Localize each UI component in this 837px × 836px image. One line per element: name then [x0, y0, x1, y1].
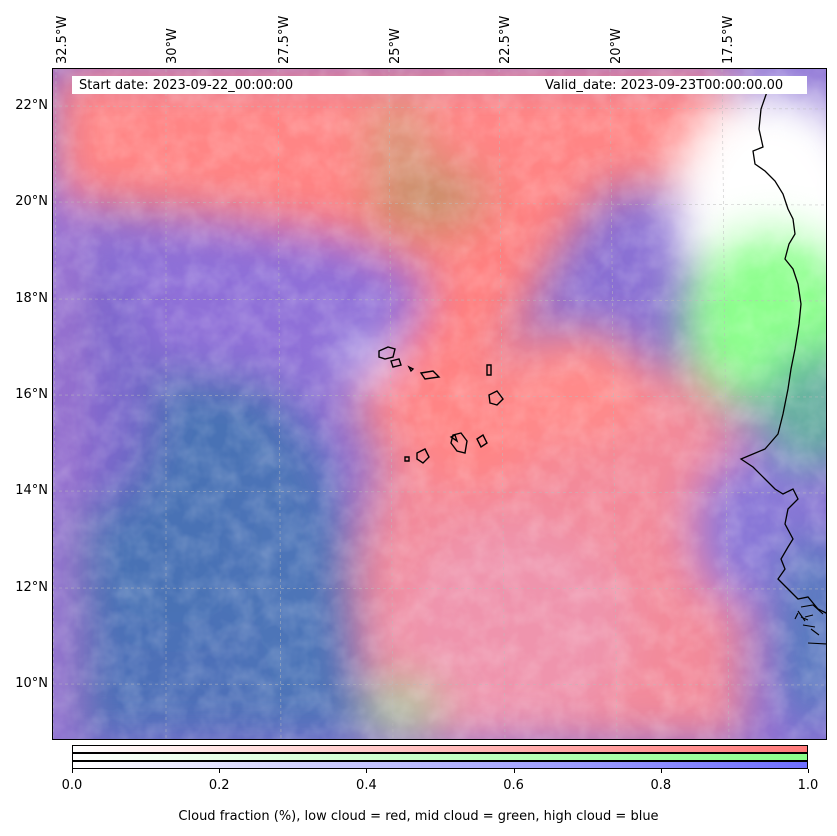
lon-label-22-5w: 22.5°W: [498, 15, 513, 64]
colorbar-low-cloud: [72, 745, 808, 753]
colorbar-tick-label: 0.8: [650, 778, 672, 793]
colorbar-tick-mark: [513, 769, 515, 773]
island-boa-vista: [488, 390, 504, 406]
colorbar-tick-mark: [219, 769, 221, 773]
colorbar-tick-mark: [660, 769, 662, 773]
lon-label-30w: 30°W: [165, 28, 180, 64]
lon-label-25w: 25°W: [388, 28, 403, 64]
island-santa-luzia: [407, 365, 415, 373]
island-sao-vicente: [390, 358, 402, 368]
colorbar-tick-label: 0.6: [503, 778, 524, 793]
lat-label-10n: 10°N: [15, 676, 48, 691]
colorbar-tick-mark: [366, 769, 368, 773]
valid-date-label: Valid_date: 2023-09-23T00:00:00.00: [545, 78, 784, 93]
island-sao-nicolau: [419, 370, 441, 380]
info-bar: [72, 76, 807, 94]
lat-label-12n: 12°N: [15, 580, 48, 595]
africa-coastline: [739, 88, 826, 614]
colorbar-tick-mark: [808, 769, 809, 773]
island-maio: [476, 433, 488, 449]
cloud-fraction-map[interactable]: [52, 68, 827, 740]
gridlines: [53, 69, 826, 739]
lon-label-32-5w: 32.5°W: [55, 15, 70, 64]
colorbar-high-cloud: [72, 761, 808, 769]
start-date-label: Start date: 2023-09-22_00:00:00: [79, 78, 294, 93]
island-fogo: [416, 448, 430, 464]
island-sal: [486, 364, 492, 376]
colorbar-tick-mark: [72, 769, 73, 773]
island-brava-small: [404, 456, 410, 462]
lat-label-14n: 14°N: [15, 483, 48, 498]
cloud-texture: [53, 69, 826, 739]
cape-verde-islands: [378, 346, 504, 464]
lat-label-18n: 18°N: [15, 291, 48, 306]
lon-label-20w: 20°W: [609, 28, 624, 64]
island-santiago: [450, 432, 468, 454]
colorbar-tick-label: 0.2: [208, 778, 230, 793]
colorbar-tick-label: 0.4: [356, 778, 377, 793]
lat-label-22n: 22°N: [15, 98, 48, 113]
guinea-coast-islands: [794, 604, 826, 645]
colorbar-mid-cloud: [72, 753, 808, 761]
map-canvas: [53, 69, 826, 739]
colorbar-caption: Cloud fraction (%), low cloud = red, mid…: [178, 809, 659, 824]
lat-label-20n: 20°N: [15, 194, 48, 209]
lon-label-27-5w: 27.5°W: [277, 15, 292, 64]
colorbar-tick-label: 0.0: [61, 778, 83, 793]
lon-label-17-5w: 17.5°W: [721, 15, 736, 64]
colorbar-tick-label: 1.0: [797, 778, 819, 793]
lat-label-16n: 16°N: [15, 387, 48, 402]
island-santo-antao: [378, 346, 396, 360]
